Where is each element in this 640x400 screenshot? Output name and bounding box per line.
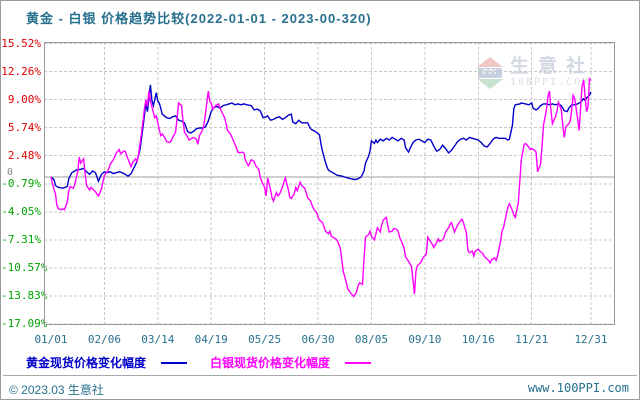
x-tick-label: 11/21: [515, 333, 549, 346]
site-link[interactable]: www.100PPI.com: [527, 381, 629, 395]
y-tick-label: -7.31%: [1, 232, 41, 246]
x-tick-label: 05/25: [248, 333, 282, 346]
logo-ppi-box: PPI: [478, 68, 502, 78]
x-tick-label: 06/30: [301, 333, 335, 346]
x-tick-label: 01/01: [34, 333, 68, 346]
x-tick-label: 02/06: [87, 333, 121, 346]
logo-red-triangle-icon: [477, 57, 503, 67]
ppi-logo-icon: PPI: [477, 57, 503, 89]
y-tick-label: 2.48%: [7, 148, 41, 162]
logo-green-triangle-icon: [477, 79, 503, 89]
y-tick-label: -10.57%: [1, 260, 48, 274]
footer: © 2023.03 生意社 www.100PPI.com: [1, 379, 639, 399]
x-tick-label: 12/31: [574, 333, 608, 346]
legend-gold-line-swatch: [161, 361, 188, 364]
x-tick-label: 03/14: [141, 333, 175, 346]
x-tick-label: 08/05: [354, 333, 388, 346]
series-line-silver: [50, 77, 592, 298]
zero-tick-label: 0: [7, 167, 14, 178]
plot-border: [44, 42, 615, 325]
y-tick-label: 12.26%: [1, 64, 41, 78]
watermark-site: 100PPI.COM: [510, 77, 591, 88]
legend-silver-label: 白银现货价格变化幅度: [210, 356, 331, 370]
x-tick-label: 09/10: [408, 333, 442, 346]
footer-divider: [3, 375, 637, 376]
y-tick-label: -4.05%: [1, 204, 41, 218]
x-tick-label: 04/19: [194, 333, 228, 346]
x-tick-label: 10/16: [461, 333, 495, 346]
y-tick-label: 15.52%: [1, 36, 41, 50]
series-line-gold: [50, 84, 592, 189]
y-tick-label: -0.79%: [1, 176, 41, 190]
legend-gold-label: 黄金现货价格变化幅度: [26, 356, 147, 370]
chart-title: 黄金 - 白银 价格趋势比较(2022-01-01 - 2023-00-320): [26, 11, 372, 26]
y-tick-label: -13.83%: [1, 288, 48, 302]
copyright-text: © 2023.03 生意社: [9, 383, 104, 397]
y-tick-label: -17.09%: [1, 316, 48, 330]
chart-legend: 黄金现货价格变化幅度 白银现货价格变化幅度: [26, 354, 385, 371]
legend-silver-line-swatch: [345, 361, 372, 364]
y-tick-label: 5.74%: [7, 120, 41, 134]
y-tick-label: 9.00%: [7, 92, 41, 106]
